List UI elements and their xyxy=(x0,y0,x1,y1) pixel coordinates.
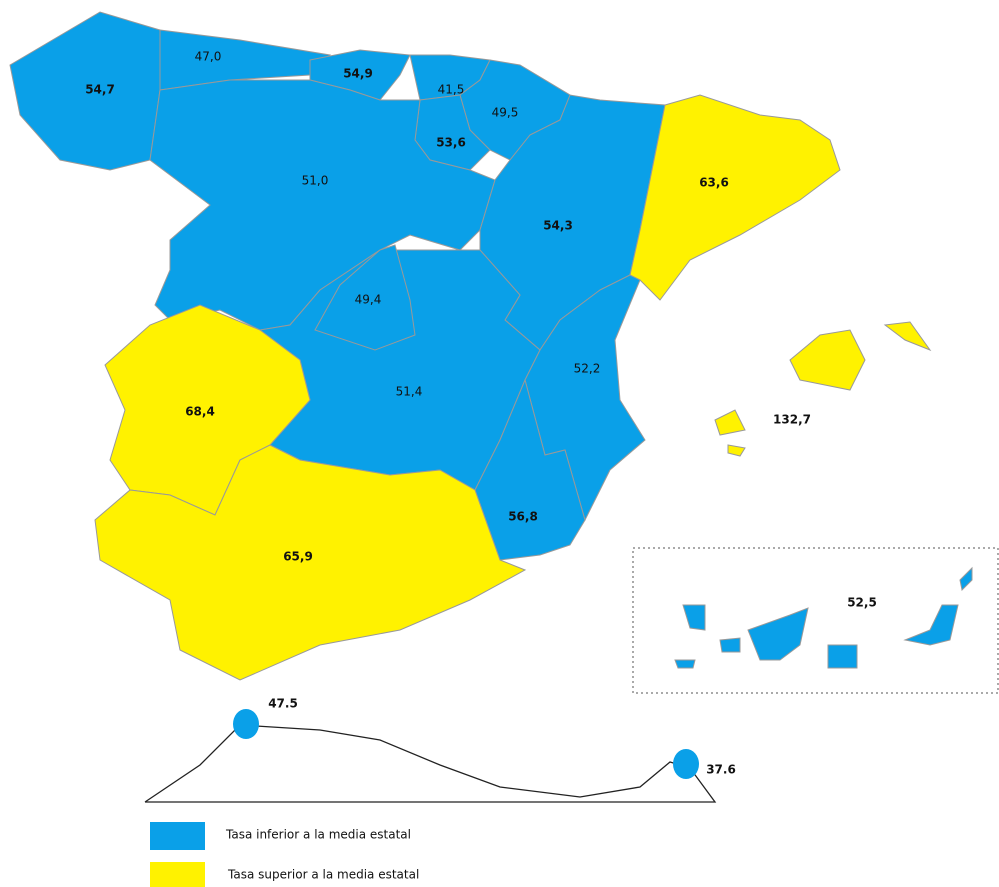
africa-coast xyxy=(144,724,717,803)
region xyxy=(827,644,858,669)
region xyxy=(789,329,866,391)
region-label: 56,8 xyxy=(508,510,538,524)
region xyxy=(714,409,746,436)
region-label: 53,6 xyxy=(436,136,466,150)
region xyxy=(149,79,496,331)
region xyxy=(629,94,841,301)
region xyxy=(727,444,746,457)
region-label: 132,7 xyxy=(773,413,811,427)
region-label: 63,6 xyxy=(699,176,729,190)
region xyxy=(959,566,973,592)
region xyxy=(747,607,809,661)
legend-swatch xyxy=(150,862,205,887)
region-label: 47,0 xyxy=(195,50,222,64)
legend-label: Tasa inferior a la media estatal xyxy=(225,828,411,842)
region-label: 65,9 xyxy=(283,550,313,564)
region-label: 47.5 xyxy=(268,697,298,711)
region xyxy=(903,604,959,646)
region-label: 52,5 xyxy=(847,596,877,610)
region xyxy=(682,604,706,631)
region xyxy=(314,244,416,351)
region-label: 54,7 xyxy=(85,83,115,97)
legend-label: Tasa superior a la media estatal xyxy=(227,868,419,882)
region-label: 68,4 xyxy=(185,405,215,419)
region-label: 54,3 xyxy=(543,219,573,233)
region-label: 51,0 xyxy=(302,174,329,188)
region-label: 52,2 xyxy=(574,362,601,376)
legend-swatch xyxy=(150,822,205,850)
region-label: 54,9 xyxy=(343,67,373,81)
region-label: 51,4 xyxy=(396,385,423,399)
city xyxy=(233,709,259,739)
region xyxy=(883,321,932,352)
region xyxy=(674,659,696,669)
region-label: 41,5 xyxy=(438,83,465,97)
region-label: 37.6 xyxy=(706,763,736,777)
region xyxy=(94,444,527,681)
region xyxy=(524,274,646,522)
region xyxy=(719,637,741,653)
region-label: 49,5 xyxy=(492,106,519,120)
region-label: 49,4 xyxy=(355,293,382,307)
city xyxy=(673,749,699,779)
